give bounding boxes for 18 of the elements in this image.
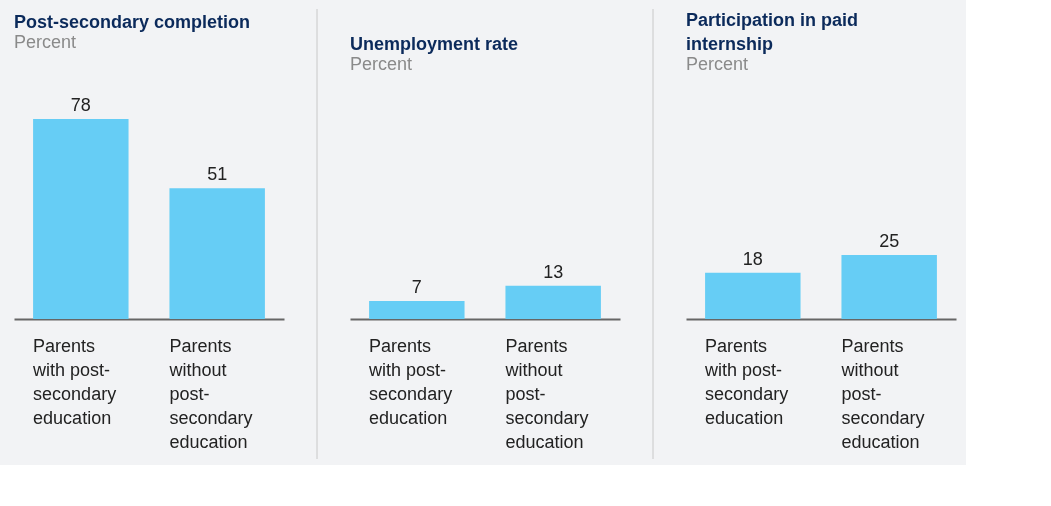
x-tick-label: Parents with post-secondary education: [368, 335, 453, 428]
chart-subtitle: Percent: [14, 32, 77, 52]
x-tick-label: Parents with post-secondary education: [32, 335, 117, 428]
chart-title: Participation in paid internship: [686, 10, 859, 54]
data-label: 13: [543, 261, 564, 282]
data-label: 78: [70, 95, 91, 115]
data-label: 18: [742, 248, 763, 269]
chart-subtitle: Percent: [686, 54, 749, 74]
x-tick-label: Parents without post-secondary education: [168, 335, 253, 452]
chart-title: Post-secondary completion: [14, 12, 251, 32]
data-label: 51: [207, 164, 228, 185]
chart-title: Unemployment rate: [350, 34, 519, 54]
x-tick-label: Parents with post-secondary education: [704, 335, 789, 428]
x-tick-label: Parents without post-secondary education: [840, 335, 925, 452]
data-label: 25: [879, 230, 900, 251]
x-tick-label: Parents without post-secondary education: [504, 335, 589, 452]
data-label: 7: [411, 277, 422, 298]
chart-subtitle: Percent: [350, 54, 413, 74]
